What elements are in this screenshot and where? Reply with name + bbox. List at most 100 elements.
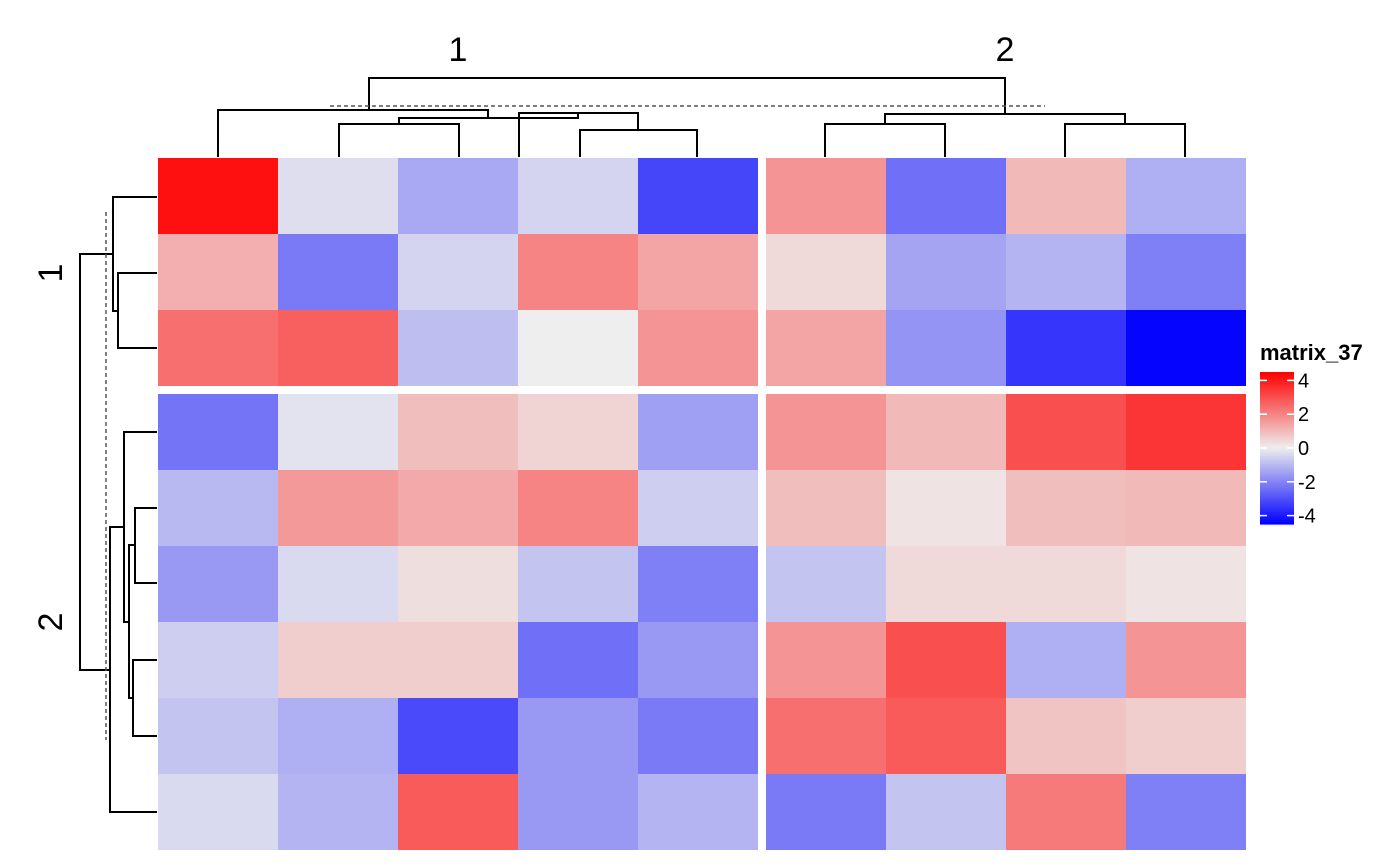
legend-color-step [1260, 482, 1294, 485]
legend-color-step [1260, 478, 1294, 481]
heatmap-cell [1006, 394, 1126, 470]
row-dendro-link [112, 196, 157, 312]
legend-color-step [1260, 440, 1294, 443]
legend-color-step [1260, 484, 1294, 487]
legend-color-step [1260, 396, 1294, 399]
legend-color-step [1260, 424, 1294, 427]
legend-color-step [1260, 418, 1294, 421]
legend-color-step [1260, 438, 1294, 441]
legend-color-step [1260, 468, 1294, 471]
heatmap-cell [766, 470, 886, 546]
legend-color-step [1260, 502, 1294, 505]
legend-color-step [1260, 498, 1294, 501]
legend-color-step [1260, 466, 1294, 469]
col-dendro-link [518, 112, 639, 157]
legend-color-step [1260, 480, 1294, 483]
heatmap-cell [886, 546, 1006, 622]
row-dendro-link [117, 272, 157, 349]
legend-ticks: 4 2 0 -2 -4 [1260, 370, 1316, 528]
col-dendro-link [368, 77, 1006, 114]
column-split-label: 2 [996, 31, 1015, 69]
legend-color-step [1260, 488, 1294, 491]
legend-color-step [1260, 388, 1294, 391]
legend-color-step [1260, 416, 1294, 419]
heatmap-cell [278, 234, 398, 310]
heatmap-cell [766, 698, 886, 774]
heatmap-cell [278, 774, 398, 850]
heatmap-cell [766, 774, 886, 850]
heatmap-cell [1126, 470, 1246, 546]
heatmap-cell [766, 622, 886, 698]
col-dendro-link [217, 109, 489, 157]
heatmap-cell [886, 394, 1006, 470]
legend-color-step [1260, 412, 1294, 415]
legend-color-step [1260, 486, 1294, 489]
column-dendrogram [217, 77, 1186, 157]
legend-color-step [1260, 436, 1294, 439]
heatmap-cell [278, 158, 398, 234]
heatmap-cell [278, 698, 398, 774]
legend-color-step [1260, 494, 1294, 497]
heatmap-cell [278, 470, 398, 546]
legend-color-step [1260, 428, 1294, 431]
heatmap-cell [1126, 698, 1246, 774]
heatmap-cell [278, 546, 398, 622]
heatmap-cell [1006, 546, 1126, 622]
heatmap-cell [158, 774, 278, 850]
heatmap-cell [886, 158, 1006, 234]
heatmap-cell [1006, 698, 1126, 774]
heatmap-cell [1126, 234, 1246, 310]
heatmap-cell [1006, 622, 1126, 698]
heatmap-cell [518, 470, 638, 546]
legend-tick-label: 4 [1298, 370, 1309, 392]
heatmap-cell [158, 394, 278, 470]
legend-color-step [1260, 446, 1294, 449]
legend-color-step [1260, 420, 1294, 423]
col-dendro-link [338, 123, 460, 157]
col-dendro-link [579, 129, 698, 157]
heatmap-cell [398, 234, 518, 310]
heatmap-cell [638, 774, 758, 850]
legend-color-step [1260, 404, 1294, 407]
row-split-label: 1 [32, 264, 70, 283]
heatmap-cell [278, 394, 398, 470]
heatmap-cell [398, 622, 518, 698]
heatmap-cell [158, 622, 278, 698]
legend-tick-label: -4 [1298, 506, 1316, 528]
heatmap-cell [278, 622, 398, 698]
heatmap-cell [638, 698, 758, 774]
legend-color-step [1260, 430, 1294, 433]
row-split-label: 2 [32, 613, 70, 632]
row-dendrogram [79, 196, 157, 813]
heatmap-cell [398, 158, 518, 234]
heatmap-cell [1126, 546, 1246, 622]
legend-color-step [1260, 402, 1294, 405]
heatmap-cell [638, 158, 758, 234]
legend-color-step [1260, 432, 1294, 435]
heatmap-cell [518, 234, 638, 310]
legend-color-step [1260, 442, 1294, 445]
heatmap-cell [1126, 774, 1246, 850]
legend-color-step [1260, 408, 1294, 411]
legend-color-step [1260, 376, 1294, 379]
col-dendro-link [824, 123, 946, 157]
legend-color-step [1260, 452, 1294, 455]
legend-color-step [1260, 518, 1294, 521]
heatmap-cell [398, 698, 518, 774]
legend-color-step [1260, 426, 1294, 429]
col-dendro-link [884, 113, 1126, 124]
legend-color-step [1260, 470, 1294, 473]
legend-color-step [1260, 512, 1294, 515]
heatmap-cell [518, 546, 638, 622]
heatmap-cell [158, 158, 278, 234]
heatmap-cell [766, 394, 886, 470]
legend-color-step [1260, 492, 1294, 495]
heatmap-cell [398, 774, 518, 850]
legend-title: matrix_37 [1260, 340, 1363, 365]
legend-color-step [1260, 394, 1294, 397]
legend-color-step [1260, 450, 1294, 453]
heatmap-cell [766, 234, 886, 310]
legend-color-step [1260, 398, 1294, 401]
split-labels: 1 2 1 2 [32, 31, 1014, 631]
